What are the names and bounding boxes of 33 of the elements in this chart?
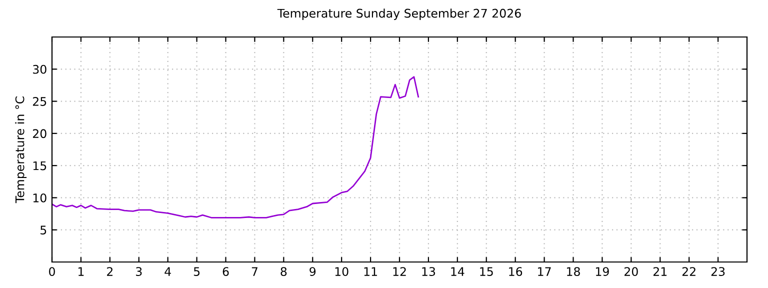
- y-tick-label: 20: [32, 129, 46, 138]
- y-tick-label: 15: [33, 161, 46, 170]
- x-tick-label: 11: [364, 267, 377, 276]
- y-tick-label: 30: [33, 64, 46, 74]
- x-tick-label: 4: [164, 267, 171, 276]
- x-tick-label: 23: [711, 267, 725, 276]
- x-tick-label: 5: [194, 267, 200, 276]
- x-tick-label: 15: [480, 267, 493, 276]
- x-tick-label: 7: [252, 267, 258, 276]
- x-tick-label: 21: [653, 267, 667, 276]
- x-tick-label: 8: [280, 267, 287, 276]
- x-tick-label: 17: [538, 267, 551, 276]
- x-tick-label: 22: [682, 267, 696, 276]
- x-tick-label: 12: [393, 267, 406, 276]
- x-tick-label: 1: [78, 267, 84, 276]
- x-tick-label: 10: [335, 267, 348, 276]
- x-tick-label: 0: [49, 267, 55, 276]
- y-axis-title: Temperature in °C: [15, 96, 27, 204]
- x-tick-label: 6: [222, 267, 229, 276]
- x-tick-label: 9: [310, 267, 316, 276]
- chart-title: Temperature Sunday September 27 2026: [277, 8, 521, 20]
- y-tick-label: 25: [32, 97, 46, 106]
- x-tick-label: 16: [509, 267, 522, 276]
- x-tick-label: 19: [596, 267, 609, 276]
- x-tick-label: 20: [624, 267, 638, 276]
- x-tick-label: 14: [451, 267, 464, 276]
- line-series: [52, 76, 420, 218]
- y-tick-label: 10: [33, 193, 46, 202]
- x-tick-label: 18: [567, 267, 580, 276]
- y-tick-label: 5: [40, 226, 46, 235]
- x-tick-label: 13: [422, 267, 436, 276]
- x-tick-label: 3: [136, 267, 142, 276]
- x-tick-label: 2: [107, 267, 112, 276]
